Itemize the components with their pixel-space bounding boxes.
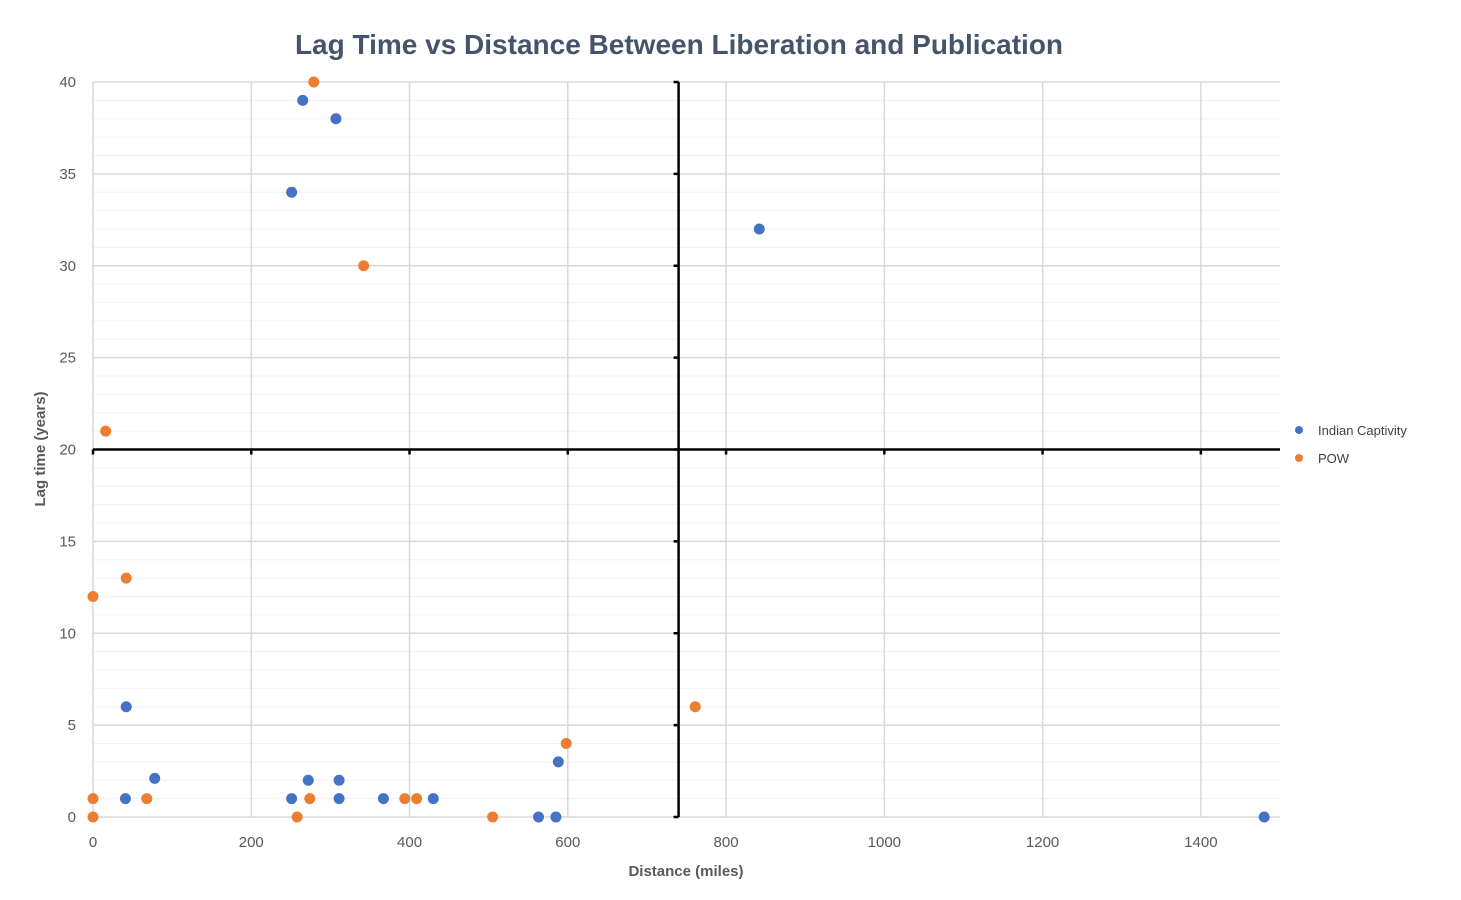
y-tick-label: 20 <box>59 442 76 459</box>
x-tick-label: 1000 <box>868 834 901 851</box>
x-tick-label: 200 <box>239 834 264 851</box>
pow-point <box>87 811 99 823</box>
x-tick-label: 0 <box>89 834 97 851</box>
pow-point <box>120 572 132 584</box>
pow-point <box>291 811 303 823</box>
x-tick-label: 800 <box>714 834 739 851</box>
legend: Indian Captivity POW <box>1295 423 1407 466</box>
indian-captivity-point <box>302 774 314 786</box>
chart-title: Lag Time vs Distance Between Liberation … <box>295 29 1063 60</box>
pow-point <box>689 701 701 713</box>
indian-captivity-point <box>149 772 161 784</box>
x-tick-label: 1200 <box>1026 834 1059 851</box>
indian-captivity-point <box>120 701 132 713</box>
pow-point <box>141 793 153 805</box>
pow-point <box>308 76 320 88</box>
pow-point <box>560 738 572 749</box>
x-tick-label: 1400 <box>1184 834 1217 851</box>
y-tick-label: 35 <box>59 166 76 183</box>
pow-point <box>304 793 316 805</box>
legend-marker <box>1295 454 1303 462</box>
indian-captivity-point <box>1258 811 1270 823</box>
indian-captivity-point <box>552 756 564 768</box>
pow-point <box>87 793 99 805</box>
x-tick-label: 600 <box>555 834 580 851</box>
indian-captivity-point <box>427 793 439 805</box>
indian-captivity-point <box>333 774 345 786</box>
indian-captivity-point <box>286 793 298 805</box>
legend-label: Indian Captivity <box>1318 423 1407 438</box>
data-points <box>87 76 1270 823</box>
y-tick-label: 15 <box>59 533 76 550</box>
indian-captivity-point <box>297 94 309 106</box>
legend-marker <box>1295 426 1303 434</box>
y-tick-label: 0 <box>68 809 76 826</box>
y-tick-label: 40 <box>59 74 76 91</box>
indian-captivity-point <box>533 811 545 823</box>
y-tick-label: 10 <box>59 625 76 642</box>
pow-point <box>411 793 423 805</box>
x-tick-label: 400 <box>397 834 422 851</box>
y-axis-title: Lag time (years) <box>32 391 49 506</box>
indian-captivity-point <box>333 793 345 805</box>
x-axis-title: Distance (miles) <box>628 863 743 880</box>
indian-captivity-point <box>330 113 342 125</box>
pow-point <box>358 260 370 272</box>
indian-captivity-point <box>753 223 765 235</box>
pow-point <box>87 591 99 602</box>
quadrant-axes <box>91 80 1280 819</box>
y-tick-label: 30 <box>59 258 76 275</box>
indian-captivity-point <box>119 793 131 805</box>
pow-point <box>399 793 411 805</box>
y-tick-label: 25 <box>59 350 76 367</box>
indian-captivity-point <box>286 186 298 198</box>
gridlines <box>92 81 1280 818</box>
pow-point <box>487 811 499 823</box>
legend-label: POW <box>1318 451 1350 466</box>
pow-point <box>100 425 112 437</box>
indian-captivity-point <box>377 793 389 805</box>
indian-captivity-point <box>550 811 562 823</box>
y-tick-label: 5 <box>68 717 76 734</box>
